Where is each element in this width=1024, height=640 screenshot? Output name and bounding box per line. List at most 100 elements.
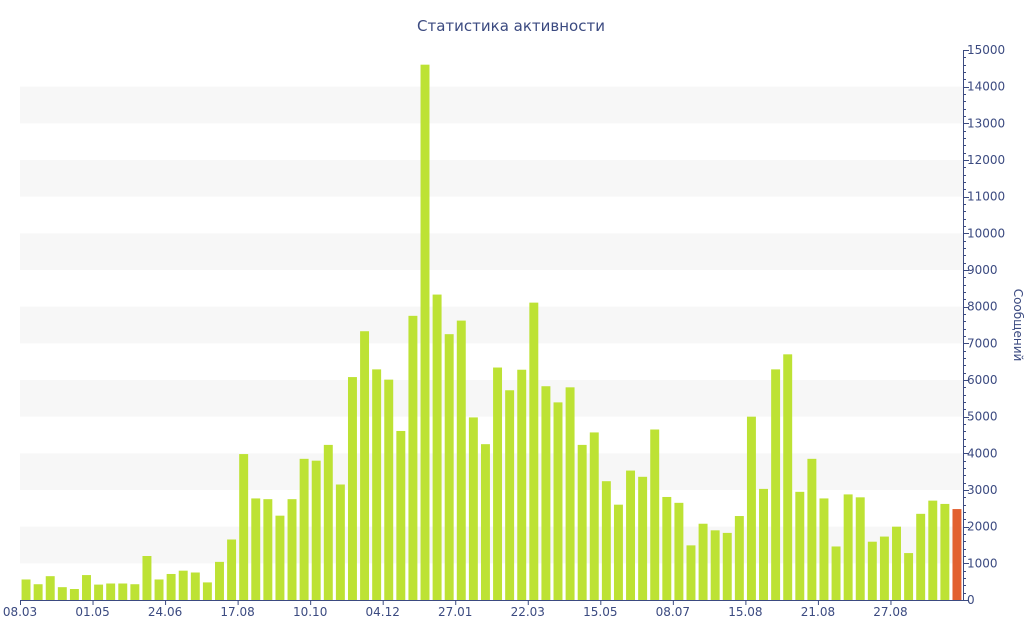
bar bbox=[698, 523, 708, 600]
bar bbox=[638, 476, 648, 600]
bar bbox=[589, 432, 599, 600]
y-tick-label: 4000 bbox=[967, 446, 998, 460]
grid-band bbox=[20, 306, 963, 344]
bar bbox=[904, 553, 914, 600]
bar bbox=[795, 491, 805, 600]
bar bbox=[57, 587, 67, 600]
y-tick-label: 11000 bbox=[967, 190, 1005, 204]
bar bbox=[335, 484, 345, 600]
y-tick-label: 15000 bbox=[967, 43, 1005, 57]
bar bbox=[408, 315, 418, 600]
bar bbox=[928, 500, 938, 600]
bar bbox=[118, 583, 128, 600]
bar bbox=[686, 545, 696, 600]
chart-title: Статистика активности bbox=[417, 17, 605, 35]
bar bbox=[855, 497, 865, 600]
bar bbox=[493, 367, 503, 600]
bar bbox=[360, 331, 370, 600]
bar bbox=[347, 377, 357, 600]
bar bbox=[734, 516, 744, 600]
bar bbox=[190, 572, 200, 600]
bar bbox=[613, 504, 623, 600]
bar bbox=[287, 499, 297, 600]
bar bbox=[69, 589, 79, 600]
bar bbox=[311, 460, 321, 600]
bar bbox=[215, 561, 224, 600]
bar bbox=[202, 582, 212, 600]
grid-band bbox=[20, 453, 963, 490]
bar bbox=[432, 294, 442, 600]
y-tick-label: 3000 bbox=[967, 483, 998, 497]
bar bbox=[372, 369, 382, 600]
bar bbox=[263, 499, 273, 600]
bar bbox=[831, 546, 841, 600]
bar bbox=[650, 429, 660, 600]
x-tick-label: 15.05 bbox=[583, 605, 617, 619]
bar bbox=[420, 64, 430, 601]
bar bbox=[722, 532, 732, 600]
bar bbox=[251, 498, 261, 600]
bar-series bbox=[21, 64, 962, 601]
bar bbox=[444, 334, 454, 600]
y-tick-label: 5000 bbox=[967, 410, 998, 424]
y-tick-label: 10000 bbox=[967, 226, 1005, 240]
x-tick-label: 22.03 bbox=[511, 605, 545, 619]
bar bbox=[178, 570, 188, 600]
bar bbox=[807, 458, 817, 600]
x-tick-label: 27.01 bbox=[438, 605, 472, 619]
bar bbox=[577, 444, 587, 600]
y-tick-label: 12000 bbox=[967, 153, 1005, 167]
bar bbox=[916, 513, 926, 600]
bar bbox=[940, 503, 950, 600]
grid-band bbox=[20, 86, 963, 124]
bar bbox=[106, 583, 116, 600]
y-tick-label: 8000 bbox=[967, 300, 998, 314]
bar bbox=[674, 502, 684, 600]
bar bbox=[565, 387, 575, 600]
bar bbox=[529, 302, 539, 600]
bar bbox=[21, 579, 31, 600]
y-tick-label: 2000 bbox=[967, 520, 998, 534]
bar bbox=[480, 444, 490, 600]
x-tick-label: 21.08 bbox=[801, 605, 835, 619]
bar bbox=[843, 494, 853, 600]
bar bbox=[239, 454, 249, 600]
y-tick-label: 13000 bbox=[967, 116, 1005, 130]
bar bbox=[299, 458, 309, 600]
bar bbox=[553, 402, 563, 600]
bar bbox=[94, 584, 104, 600]
bar bbox=[396, 430, 406, 600]
bar bbox=[227, 539, 237, 600]
y-axis-title: Сообщений bbox=[1011, 289, 1024, 362]
y-tick-label: 14000 bbox=[967, 80, 1005, 94]
bar bbox=[601, 481, 611, 600]
bar bbox=[166, 573, 176, 600]
grid-band bbox=[20, 160, 963, 197]
bar bbox=[384, 379, 394, 600]
bar bbox=[82, 575, 91, 600]
x-tick-label: 04.12 bbox=[366, 605, 400, 619]
grid-band bbox=[20, 380, 963, 417]
x-tick-label: 15.08 bbox=[728, 605, 762, 619]
bar bbox=[867, 541, 877, 600]
x-tick-label: 08.03 bbox=[3, 605, 37, 619]
bar bbox=[771, 369, 781, 600]
grid-bands bbox=[20, 86, 963, 564]
bar bbox=[468, 417, 478, 600]
x-tick-label: 10.10 bbox=[293, 605, 327, 619]
bar bbox=[130, 584, 140, 600]
bar bbox=[275, 515, 285, 600]
bar bbox=[142, 556, 152, 600]
y-tick-label: 9000 bbox=[967, 263, 998, 277]
y-tick-label: 7000 bbox=[967, 336, 998, 350]
bar bbox=[819, 498, 829, 600]
y-tick-label: 6000 bbox=[967, 373, 998, 387]
bar bbox=[456, 320, 466, 600]
bar bbox=[952, 509, 962, 600]
axes: 0 1000 2000 3000 4000 5000 6000 7000 8000 9000 100… bbox=[3, 43, 1005, 619]
bar bbox=[517, 369, 527, 600]
bar bbox=[892, 526, 901, 600]
x-tick-label: 01.05 bbox=[75, 605, 109, 619]
